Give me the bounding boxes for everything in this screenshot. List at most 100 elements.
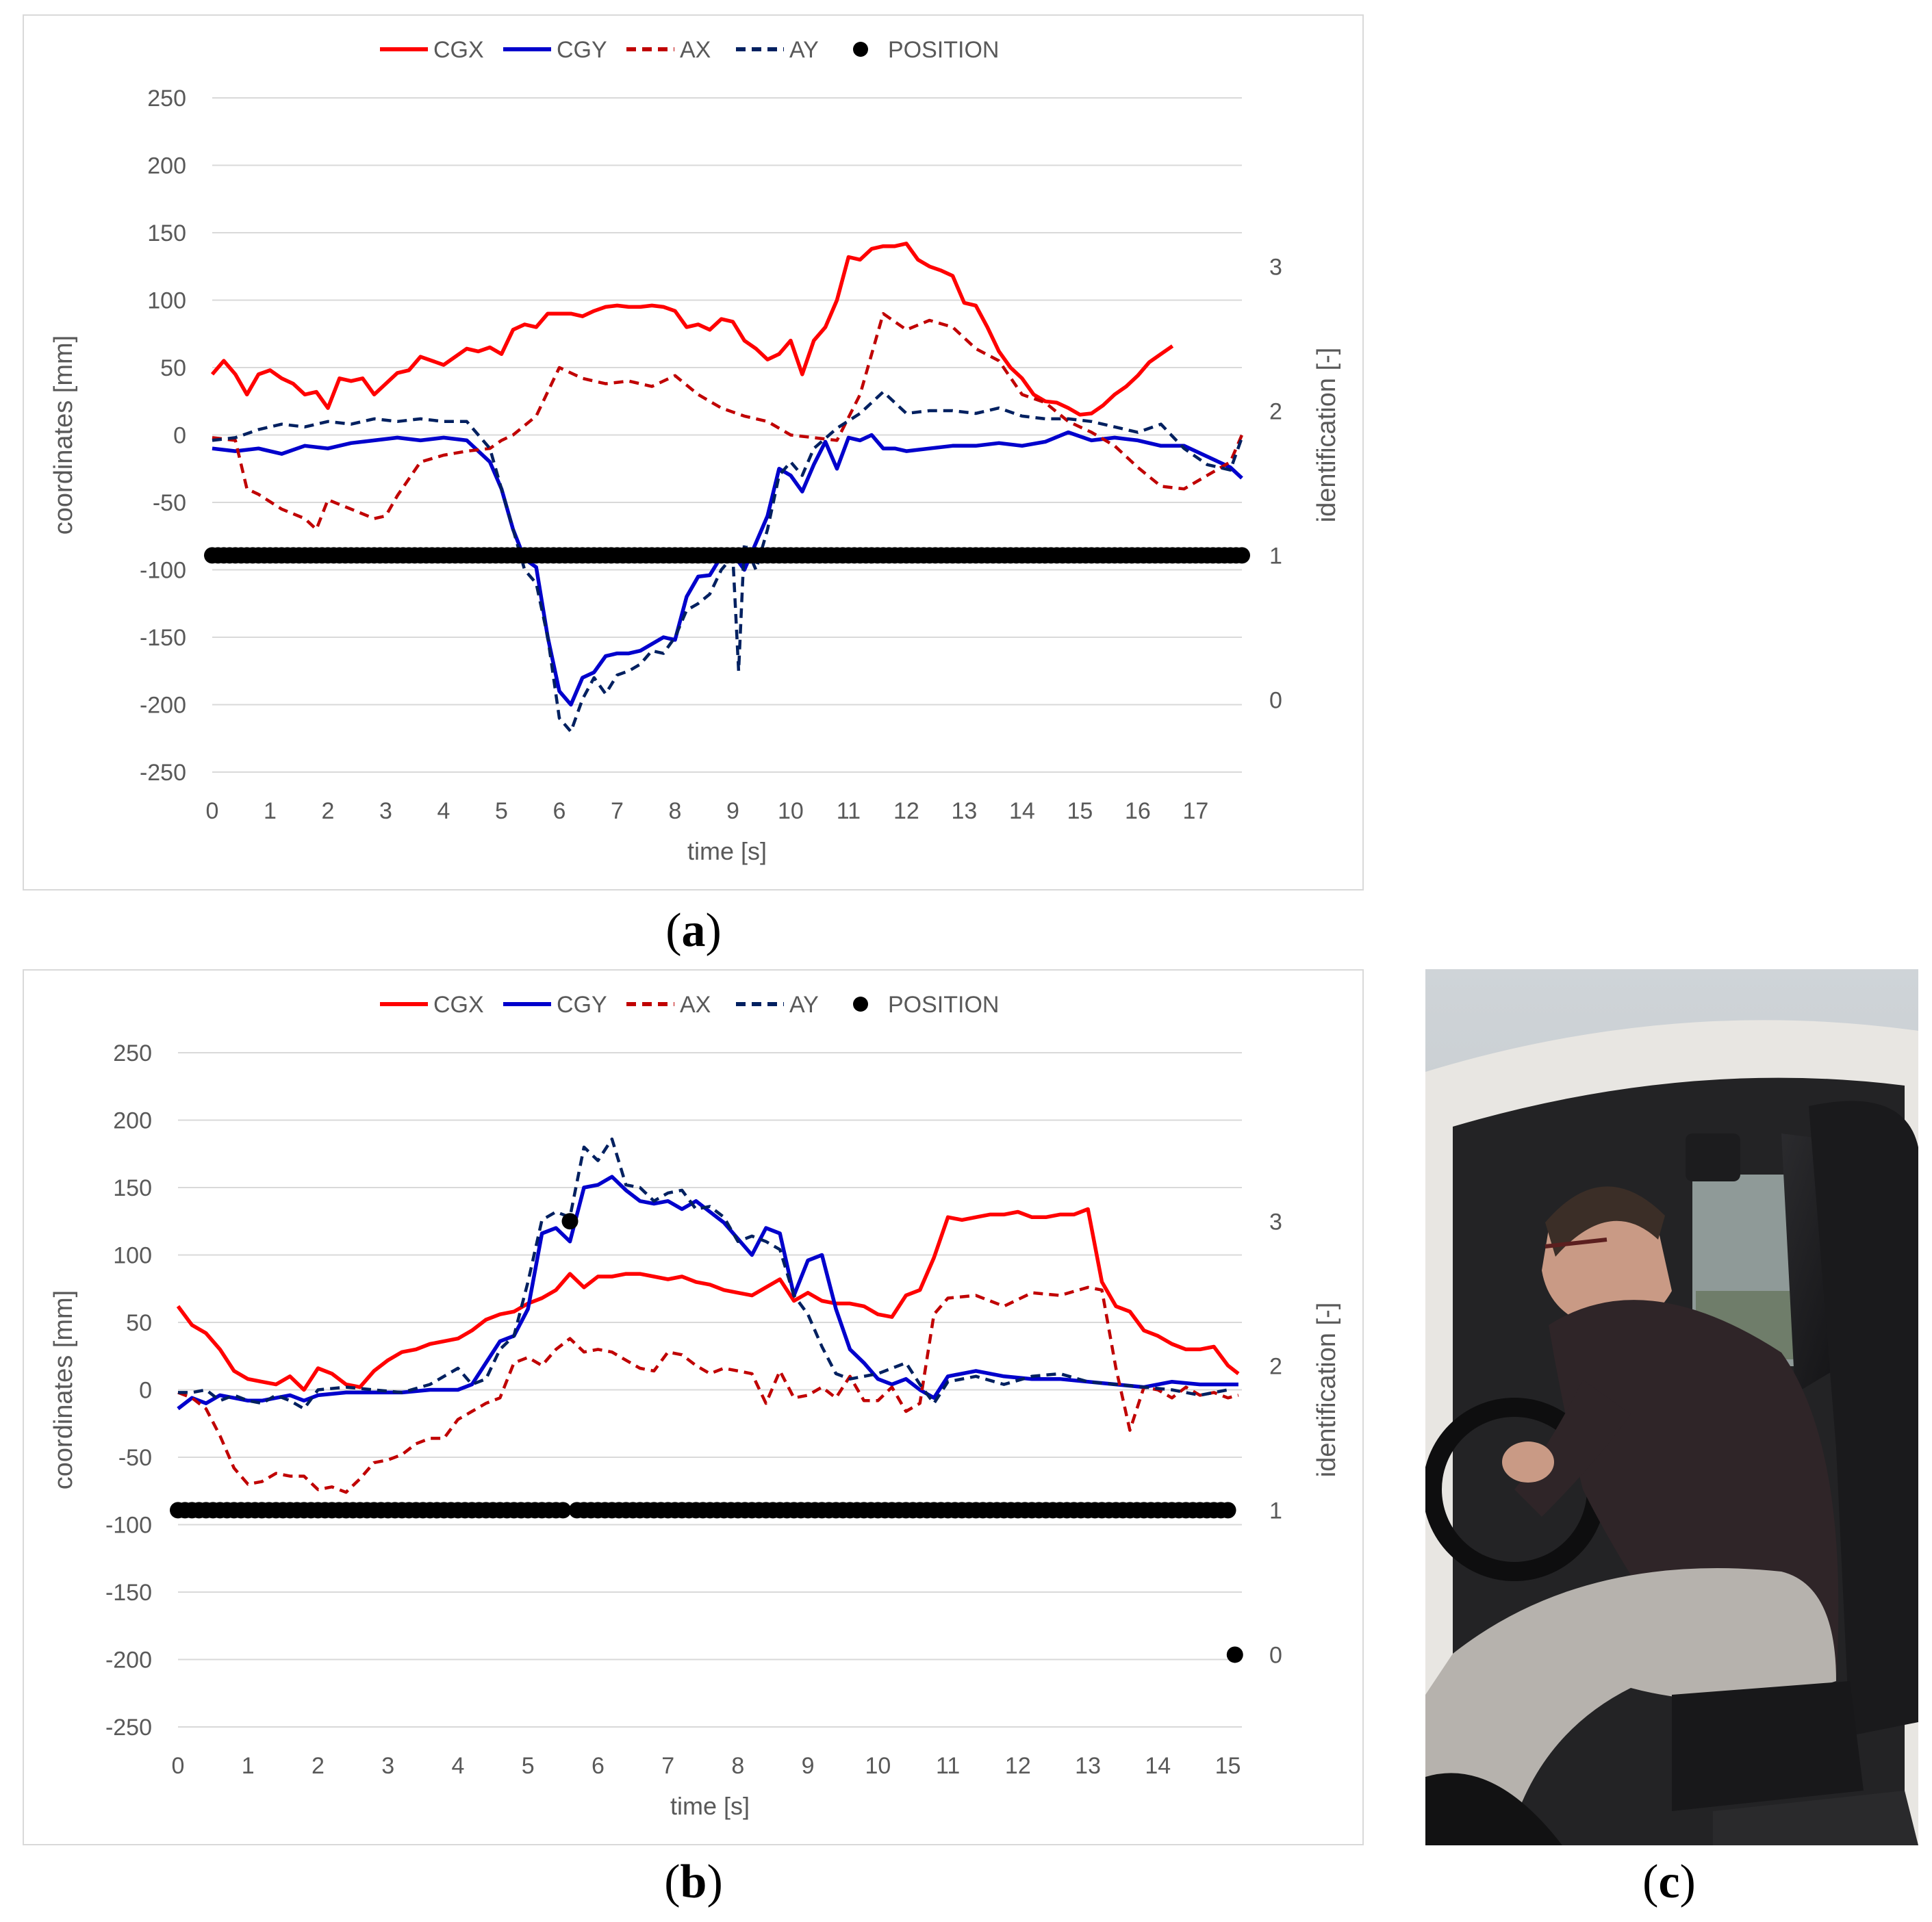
y-tick-label: 100 xyxy=(147,288,186,314)
chart-panel-b: 250 200 150 100 50 0 -50 -100 -150 -200 -250 3 2 1 0 0 1… xyxy=(23,969,1364,1845)
x-tick-label: 12 xyxy=(1005,1753,1031,1779)
subfigure-label-b: (b) xyxy=(664,1856,723,1908)
legend-label-position: POSITION xyxy=(888,37,999,63)
x-tick-label: 10 xyxy=(865,1753,891,1779)
x-tick-label: 9 xyxy=(802,1753,815,1779)
x-tick-label: 13 xyxy=(1075,1753,1101,1779)
y-tick-label: 200 xyxy=(113,1108,152,1134)
legend-marker-position xyxy=(853,42,868,57)
legend-label-position: POSITION xyxy=(888,992,999,1018)
x-tick-label: 0 xyxy=(172,1753,185,1779)
x-tick-label: 7 xyxy=(611,798,624,824)
y-tick-label: 150 xyxy=(147,220,186,246)
legend-label-cgx: CGX xyxy=(433,37,484,63)
x-tick-label: 15 xyxy=(1067,798,1093,824)
legend-label-cgy: CGY xyxy=(557,37,607,63)
series-line-cgx xyxy=(210,242,1174,417)
y-tick-label: 250 xyxy=(113,1040,152,1066)
x-tick-label: 12 xyxy=(893,798,919,824)
x-tick-label: 3 xyxy=(381,1753,394,1779)
x-axis-label: time [s] xyxy=(687,837,767,865)
x-tick-label: 1 xyxy=(242,1753,255,1779)
y2-tick-label: 1 xyxy=(1269,543,1282,569)
person-in-car-seat-photo xyxy=(1425,969,1918,1845)
subfigure-label-a: (a) xyxy=(665,904,722,957)
y-tick-label: -200 xyxy=(140,693,186,719)
y2-tick-label: 3 xyxy=(1269,1209,1282,1235)
x-axis-label: time [s] xyxy=(670,1792,750,1820)
series-line-cgy xyxy=(212,430,1243,707)
series-line-ay xyxy=(178,1137,1229,1411)
position-point xyxy=(555,1502,572,1519)
legend-label-ay: AY xyxy=(789,37,819,63)
y-tick-label: 200 xyxy=(147,153,186,179)
y-tick-label: -100 xyxy=(140,558,186,584)
x-tick-label: 11 xyxy=(837,798,861,824)
y2-tick-label: 2 xyxy=(1269,398,1282,424)
x-tick-label: 6 xyxy=(592,1753,605,1779)
x-tick-label: 1 xyxy=(264,798,277,824)
y-tick-label: -200 xyxy=(105,1648,152,1674)
x-tick-label: 10 xyxy=(778,798,804,824)
x-tick-label: 11 xyxy=(936,1753,960,1779)
x-tick-label: 3 xyxy=(379,798,392,824)
y-tick-label: -150 xyxy=(105,1580,152,1606)
x-tick-label: 5 xyxy=(495,798,508,824)
y2-tick-label: 3 xyxy=(1269,254,1282,280)
legend-label-cgx: CGX xyxy=(433,992,484,1018)
y-tick-label: 150 xyxy=(113,1175,152,1201)
x-tick-label: 7 xyxy=(661,1753,674,1779)
position-point xyxy=(561,1213,579,1230)
y-tick-label: -50 xyxy=(118,1445,152,1471)
y2-axis-label: identification [-] xyxy=(1312,348,1341,523)
legend-label-ax: AX xyxy=(680,992,711,1018)
legend-label-ay: AY xyxy=(789,992,819,1018)
position-series xyxy=(204,547,1250,564)
y-tick-label: 250 xyxy=(147,86,186,112)
series-line-ax xyxy=(177,1285,1239,1494)
y-tick-label: -50 xyxy=(153,490,186,516)
x-tick-label: 17 xyxy=(1182,798,1208,824)
y2-axis-label: identification [-] xyxy=(1312,1303,1341,1478)
x-tick-label: 8 xyxy=(668,798,681,824)
x-tick-label: 0 xyxy=(206,798,219,824)
y-tick-label: 0 xyxy=(139,1378,152,1404)
y2-tick-label: 1 xyxy=(1269,1498,1282,1524)
y2-tick-label: 2 xyxy=(1269,1353,1282,1379)
y2-tick-label: 0 xyxy=(1269,1642,1282,1668)
subfigure-label-c: (c) xyxy=(1642,1856,1696,1908)
legend-label-ax: AX xyxy=(680,37,711,63)
series-line-ax xyxy=(212,311,1244,531)
series-line-ay xyxy=(212,390,1244,734)
y-axis-label: coordinates [mm] xyxy=(49,335,78,535)
legend-marker-position xyxy=(853,997,868,1012)
y-tick-label: -150 xyxy=(140,625,186,651)
y-tick-label: 100 xyxy=(113,1243,152,1269)
y-tick-label: 0 xyxy=(173,423,186,449)
x-tick-label: 15 xyxy=(1215,1753,1241,1779)
y-tick-label: 50 xyxy=(160,355,186,381)
y-tick-label: -250 xyxy=(140,760,186,786)
x-tick-label: 2 xyxy=(322,798,335,824)
x-tick-label: 14 xyxy=(1145,1753,1171,1779)
x-tick-label: 16 xyxy=(1125,798,1151,824)
x-tick-label: 13 xyxy=(952,798,978,824)
y2-tick-label: 0 xyxy=(1269,687,1282,713)
y-tick-label: -250 xyxy=(105,1715,152,1741)
x-tick-label: 6 xyxy=(553,798,566,824)
series-line-cgy xyxy=(177,1175,1238,1411)
x-tick-label: 5 xyxy=(522,1753,535,1779)
position-series xyxy=(170,1213,1243,1663)
position-point xyxy=(1234,547,1250,564)
series-line-cgx xyxy=(176,1207,1240,1392)
position-point xyxy=(1219,1502,1236,1519)
y-axis-label: coordinates [mm] xyxy=(49,1290,78,1489)
y-tick-label: 50 xyxy=(126,1310,152,1336)
x-tick-label: 8 xyxy=(731,1753,744,1779)
x-tick-label: 4 xyxy=(451,1753,464,1779)
legend-label-cgy: CGY xyxy=(557,992,607,1018)
x-tick-label: 14 xyxy=(1009,798,1035,824)
x-tick-label: 4 xyxy=(437,798,450,824)
